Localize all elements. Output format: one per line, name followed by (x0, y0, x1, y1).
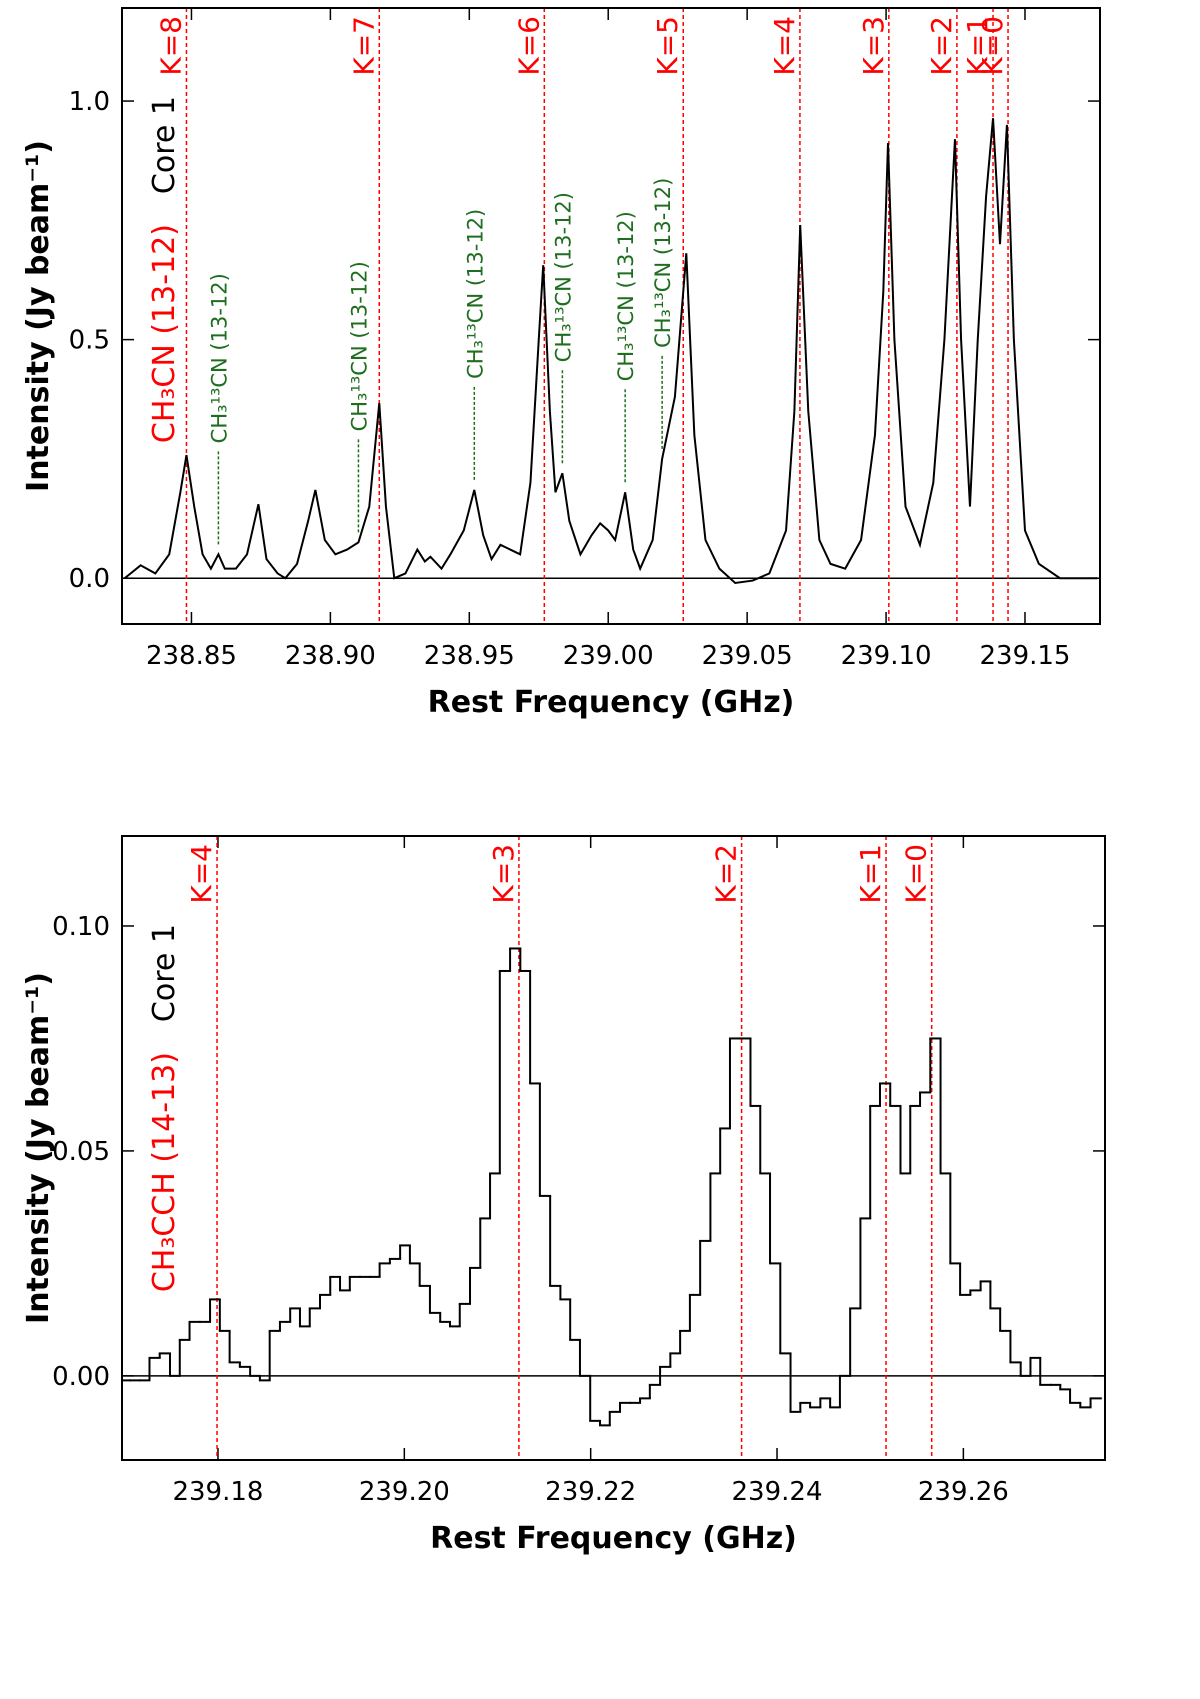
plot-frame (121, 835, 1106, 1461)
side-label: Core 1 (147, 924, 182, 1022)
k-label: K=3 (857, 16, 890, 76)
k-label: K=4 (768, 16, 801, 76)
y-axis-label: Intensity (Jy beam⁻¹) (21, 140, 56, 492)
x-tick-label: 239.10 (841, 641, 932, 671)
x-tick-label: 238.95 (424, 641, 515, 671)
annotation-label: CH₃¹³CN (13-12) (207, 273, 231, 443)
x-tick-label: 239.24 (732, 1477, 823, 1507)
k-label: K=5 (651, 16, 684, 76)
side-label: Core 1 (147, 96, 182, 194)
k-label: K=1 (961, 16, 994, 76)
k-label: K=0 (976, 16, 1009, 76)
side-label: CH₃CCH (14-13) (147, 1052, 182, 1292)
annotation-label: CH₃¹³CN (13-12) (463, 209, 487, 379)
k-label: K=3 (487, 844, 520, 904)
x-tick-label: 238.85 (146, 641, 237, 671)
annotation-label: CH₃¹³CN (13-12) (651, 178, 675, 348)
y-tick-label: 0.00 (52, 1362, 110, 1392)
plot-frame (121, 7, 1101, 625)
k-label: K=2 (925, 16, 958, 76)
k-label: K=1 (854, 844, 887, 904)
y-tick-label: 1.0 (69, 87, 110, 117)
step-riser (148, 948, 1092, 1426)
k-label: K=2 (710, 844, 743, 904)
x-tick-label: 239.15 (979, 641, 1070, 671)
x-tick-label: 238.90 (285, 641, 376, 671)
k-label: K=7 (347, 16, 380, 76)
x-tick-label: 239.18 (172, 1477, 263, 1507)
y-tick-label: 0.5 (69, 326, 110, 356)
x-tick-label: 239.00 (563, 641, 654, 671)
x-tick-label: 239.26 (918, 1477, 1009, 1507)
spectrum-line (124, 118, 1098, 585)
y-tick-label: 0.10 (52, 912, 110, 942)
x-tick-label: 239.20 (359, 1477, 450, 1507)
x-tick-label: 239.22 (545, 1477, 636, 1507)
k-label: K=8 (154, 16, 187, 76)
annotation-label: CH₃¹³CN (13-12) (614, 211, 638, 381)
k-label: K=0 (900, 844, 933, 904)
x-tick-label: 239.05 (702, 641, 793, 671)
side-label: CH₃CN (13-12) (147, 224, 182, 443)
y-tick-label: 0.0 (69, 564, 110, 594)
y-axis-label: Intensity (Jy beam⁻¹) (21, 972, 56, 1324)
k-label: K=4 (185, 844, 218, 904)
x-axis-label: Rest Frequency (GHz) (430, 1521, 797, 1556)
y-tick-label: 0.05 (52, 1137, 110, 1167)
annotation-label: CH₃¹³CN (13-12) (551, 192, 575, 362)
k-label: K=6 (512, 16, 545, 76)
annotation-label: CH₃¹³CN (13-12) (347, 261, 371, 431)
x-axis-label: Rest Frequency (GHz) (428, 685, 795, 720)
